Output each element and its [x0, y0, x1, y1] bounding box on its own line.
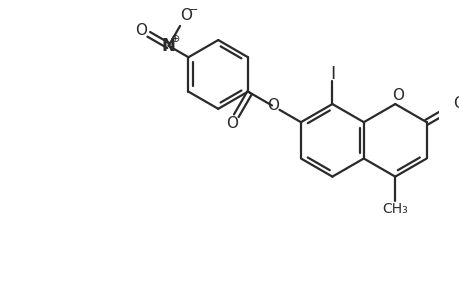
- Text: O: O: [135, 22, 147, 38]
- Text: O: O: [179, 8, 191, 23]
- Text: O: O: [225, 116, 237, 131]
- Text: CH₃: CH₃: [381, 202, 407, 216]
- Text: −: −: [188, 5, 198, 15]
- Text: N: N: [161, 37, 175, 55]
- Text: O: O: [266, 98, 278, 113]
- Text: I: I: [329, 65, 334, 83]
- Text: ⊕: ⊕: [170, 34, 179, 44]
- Text: O: O: [391, 88, 403, 103]
- Text: O: O: [452, 96, 459, 111]
